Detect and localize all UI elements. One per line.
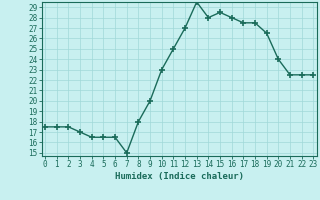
X-axis label: Humidex (Indice chaleur): Humidex (Indice chaleur)	[115, 172, 244, 181]
